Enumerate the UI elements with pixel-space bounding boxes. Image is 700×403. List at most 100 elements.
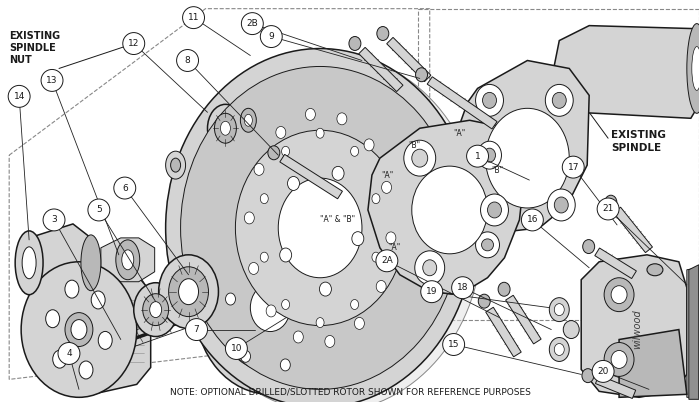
Ellipse shape (21, 262, 136, 397)
Ellipse shape (305, 310, 315, 322)
Ellipse shape (171, 158, 181, 172)
Ellipse shape (134, 283, 178, 337)
Text: 3: 3 (51, 216, 57, 224)
Ellipse shape (260, 252, 268, 262)
Ellipse shape (79, 361, 93, 379)
Text: wilwood: wilwood (632, 310, 642, 349)
Text: 1: 1 (475, 152, 480, 161)
Polygon shape (280, 154, 342, 199)
Ellipse shape (178, 279, 199, 305)
Ellipse shape (477, 141, 501, 169)
Text: 6: 6 (122, 183, 127, 193)
Circle shape (114, 177, 136, 199)
Ellipse shape (386, 232, 396, 244)
Ellipse shape (280, 248, 292, 262)
Text: EXISTING
SPINDLE: EXISTING SPINDLE (611, 130, 666, 153)
Ellipse shape (122, 250, 134, 270)
Circle shape (183, 7, 204, 29)
Text: 2B: 2B (246, 19, 258, 28)
Polygon shape (554, 26, 696, 118)
Ellipse shape (65, 280, 79, 298)
Circle shape (467, 145, 489, 167)
Ellipse shape (349, 37, 361, 50)
Circle shape (597, 198, 619, 220)
Circle shape (562, 156, 584, 178)
Ellipse shape (239, 270, 302, 345)
Ellipse shape (550, 298, 569, 322)
Polygon shape (454, 60, 589, 232)
Ellipse shape (554, 343, 564, 355)
Ellipse shape (482, 239, 494, 251)
Ellipse shape (605, 195, 617, 209)
Circle shape (41, 69, 63, 91)
Polygon shape (505, 295, 541, 344)
Ellipse shape (240, 108, 256, 132)
Circle shape (88, 199, 110, 221)
Circle shape (421, 281, 442, 303)
Text: 7: 7 (194, 325, 199, 334)
Ellipse shape (486, 108, 569, 208)
Text: "B": "B" (409, 141, 421, 150)
Ellipse shape (281, 299, 290, 310)
Ellipse shape (195, 221, 345, 394)
Ellipse shape (150, 302, 162, 318)
Ellipse shape (319, 282, 331, 296)
Ellipse shape (288, 177, 300, 191)
Ellipse shape (316, 128, 324, 138)
Text: "A": "A" (389, 243, 401, 252)
Ellipse shape (244, 114, 252, 126)
Ellipse shape (482, 92, 496, 108)
Ellipse shape (290, 253, 300, 265)
Ellipse shape (268, 146, 280, 160)
Polygon shape (101, 238, 155, 282)
Ellipse shape (225, 293, 235, 305)
Circle shape (43, 209, 65, 231)
Text: 12: 12 (128, 39, 139, 48)
Ellipse shape (475, 232, 500, 258)
Ellipse shape (604, 343, 634, 376)
Text: 8: 8 (185, 56, 190, 65)
Polygon shape (427, 77, 497, 129)
Ellipse shape (71, 320, 87, 339)
Ellipse shape (174, 54, 482, 403)
Ellipse shape (475, 84, 503, 116)
Ellipse shape (412, 149, 428, 167)
Ellipse shape (687, 24, 700, 113)
Text: 13: 13 (46, 76, 58, 85)
Text: 16: 16 (526, 216, 538, 224)
Polygon shape (486, 307, 522, 357)
Ellipse shape (46, 310, 60, 328)
Text: 11: 11 (188, 13, 200, 22)
Ellipse shape (480, 194, 508, 226)
Polygon shape (368, 120, 527, 295)
Circle shape (58, 343, 80, 364)
Polygon shape (595, 248, 636, 278)
Ellipse shape (351, 299, 358, 310)
Text: "A" & "B": "A" & "B" (321, 216, 356, 224)
Ellipse shape (692, 46, 700, 90)
Text: 21: 21 (603, 204, 614, 214)
Text: 5: 5 (96, 206, 101, 214)
Ellipse shape (484, 148, 496, 162)
Ellipse shape (376, 280, 386, 293)
Polygon shape (581, 255, 687, 397)
Polygon shape (79, 262, 150, 397)
Ellipse shape (604, 278, 634, 312)
Text: 14: 14 (13, 92, 24, 101)
Ellipse shape (564, 321, 579, 339)
Ellipse shape (169, 267, 209, 317)
Ellipse shape (498, 282, 510, 296)
Text: NOTE: OPTIONAL DRILLED/SLOTTED ROTOR SHOWN FOR REFERENCE PURPOSES: NOTE: OPTIONAL DRILLED/SLOTTED ROTOR SHO… (169, 387, 531, 396)
Ellipse shape (351, 146, 358, 156)
Ellipse shape (278, 178, 362, 278)
Ellipse shape (166, 151, 186, 179)
Text: "B": "B" (491, 166, 503, 174)
Ellipse shape (364, 139, 374, 151)
Ellipse shape (554, 197, 568, 213)
Circle shape (592, 360, 614, 382)
Ellipse shape (377, 27, 389, 40)
Ellipse shape (207, 104, 244, 152)
Text: 20: 20 (597, 367, 609, 376)
Ellipse shape (550, 338, 569, 361)
Text: EXISTING
SPINDLE
NUT: EXISTING SPINDLE NUT (9, 31, 60, 65)
